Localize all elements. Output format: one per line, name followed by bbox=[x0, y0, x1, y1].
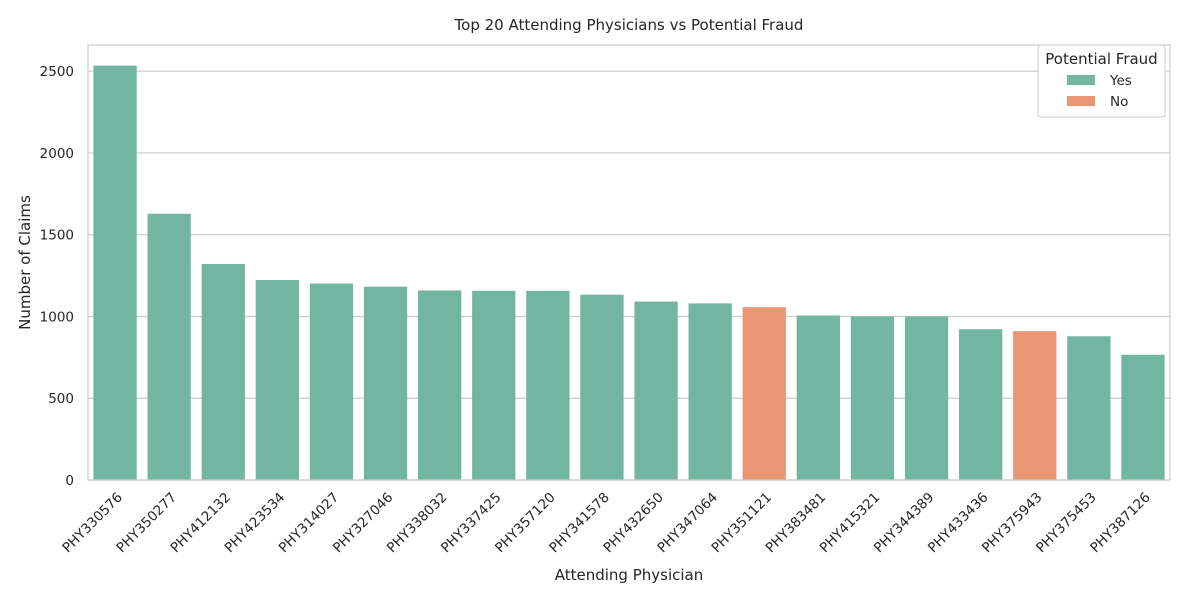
bar-phy433436 bbox=[959, 329, 1003, 480]
plot-frame bbox=[87, 44, 1171, 481]
legend-label-yes: Yes bbox=[1109, 73, 1132, 89]
y-tick-labels: 0 500 1000 1500 2000 2500 bbox=[40, 64, 74, 489]
bar-phy375453 bbox=[1067, 336, 1111, 480]
bar-phy338032 bbox=[418, 290, 462, 480]
bar-phy432650 bbox=[634, 301, 678, 480]
legend-swatch-no bbox=[1067, 96, 1095, 106]
bar-phy341578 bbox=[580, 294, 624, 480]
legend: Potential Fraud Yes No bbox=[1037, 44, 1166, 118]
bar-phy415321 bbox=[850, 316, 895, 480]
bar-phy387126 bbox=[1121, 354, 1165, 480]
legend-title: Potential Fraud bbox=[1045, 50, 1157, 68]
y-tick-label: 1500 bbox=[40, 228, 74, 244]
x-tick-labels: PHY330576PHY350277PHY412132PHY423534PHY3… bbox=[59, 490, 1153, 557]
bar-phy327046 bbox=[363, 286, 408, 480]
bar-phy330576 bbox=[93, 65, 137, 481]
chart-title: Top 20 Attending Physicians vs Potential… bbox=[454, 16, 804, 34]
bar-phy351121 bbox=[742, 307, 786, 480]
y-tick-label: 0 bbox=[65, 473, 74, 489]
gridlines bbox=[88, 70, 1170, 481]
legend-swatch-yes bbox=[1067, 75, 1095, 85]
x-axis-title: Attending Physician bbox=[555, 566, 704, 584]
y-tick-label: 2000 bbox=[40, 146, 74, 162]
y-tick-label: 2500 bbox=[40, 64, 74, 80]
bar-phy423534 bbox=[255, 279, 299, 480]
bar-phy383481 bbox=[796, 315, 840, 480]
bar-phy350277 bbox=[147, 213, 191, 481]
y-axis-title: Number of Claims bbox=[16, 195, 34, 330]
bar-phy357120 bbox=[526, 290, 570, 480]
bar-phy337425 bbox=[472, 290, 516, 480]
bar-phy344389 bbox=[904, 316, 949, 480]
legend-label-no: No bbox=[1110, 94, 1128, 110]
bar-phy347064 bbox=[688, 303, 732, 480]
bar-phy412132 bbox=[201, 263, 245, 480]
y-tick-label: 1000 bbox=[40, 309, 74, 325]
y-tick-label: 500 bbox=[48, 391, 74, 407]
bar-phy314027 bbox=[309, 283, 354, 480]
bars bbox=[93, 65, 1165, 481]
bar-phy375943 bbox=[1013, 331, 1057, 480]
